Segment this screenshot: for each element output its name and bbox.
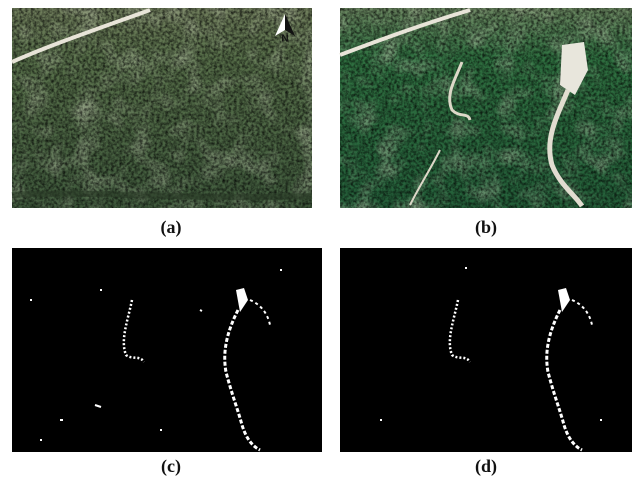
caption: (b) <box>475 217 497 238</box>
panel-d-image <box>340 248 632 452</box>
page: {"panels": [{"label": "(a)"}, {"label": … <box>0 0 638 488</box>
image-background <box>340 248 632 452</box>
page-body: N (a) (b) (c) (d) (() => { const data = … <box>0 0 638 488</box>
panel-b-image <box>340 8 632 208</box>
caption: (a) <box>161 217 182 238</box>
caption: (c) <box>161 456 181 477</box>
panel-a-image: N <box>12 8 312 208</box>
caption: (d) <box>475 456 497 477</box>
ridge <box>12 194 312 197</box>
image-background <box>12 248 322 452</box>
panel-c-image <box>12 248 322 452</box>
north-label: N <box>281 34 288 45</box>
figure: N (a) (b) (c) (d) <box>0 0 638 488</box>
image-noise <box>12 8 312 208</box>
